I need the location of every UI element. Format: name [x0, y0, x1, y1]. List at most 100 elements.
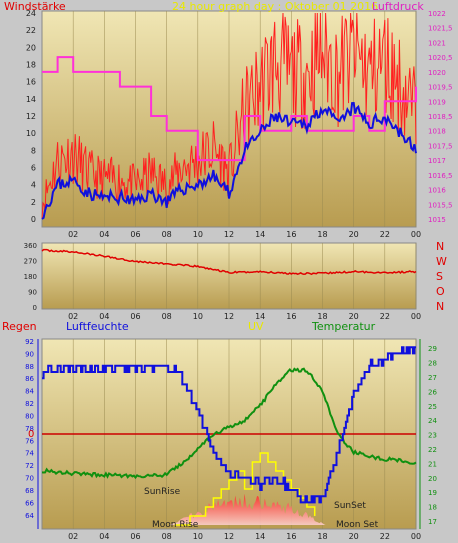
x-tick-label: 16 — [286, 312, 296, 321]
direction-y-tick-label: 90 — [28, 289, 37, 297]
compass-label: W — [436, 255, 447, 268]
pressure-y-tick-label: 1015,5 — [428, 201, 453, 209]
pressure-y-tick-label: 1017,5 — [428, 142, 453, 150]
temperature-y-tick-label: 25 — [428, 403, 437, 411]
x-tick-label: 10 — [193, 312, 203, 321]
humidity-y-tick-label: 82 — [25, 400, 34, 408]
direction-y-tick-label: 0 — [33, 304, 37, 312]
uv-axis-label: UV — [248, 320, 264, 333]
x-tick-label: 20 — [349, 532, 359, 541]
humidity-y-tick-label: 76 — [25, 437, 34, 445]
pressure-y-tick-label: 1020 — [428, 69, 446, 77]
compass-label: S — [436, 270, 443, 283]
humidity-y-tick-label: 86 — [25, 375, 34, 383]
x-tick-label: 18 — [317, 532, 327, 541]
x-tick-label: 08 — [162, 312, 172, 321]
temperature-y-tick-label: 20 — [428, 475, 437, 483]
wind-y-tick-label: 24 — [26, 9, 36, 18]
humidity-y-tick-label: 84 — [25, 388, 34, 396]
x-tick-label: 02 — [68, 532, 78, 541]
rain-value-label: 0 — [28, 429, 34, 440]
wind-axis-label: Windstärke — [4, 0, 66, 13]
temperature-y-tick-label: 18 — [428, 504, 437, 512]
x-tick-label: 04 — [99, 230, 109, 239]
x-tick-label: 02 — [68, 230, 78, 239]
x-tick-label: 10 — [193, 230, 203, 239]
pressure-y-tick-label: 1021,5 — [428, 25, 453, 33]
temperature-line — [41, 367, 417, 480]
compass-label: N — [436, 300, 444, 313]
humidity-y-tick-label: 64 — [25, 512, 34, 520]
humidity-y-tick-label: 70 — [25, 475, 34, 483]
x-tick-label: 04 — [99, 312, 109, 321]
temperature-y-tick-label: 27 — [428, 374, 437, 382]
temperature-y-tick-label: 24 — [428, 417, 437, 425]
humidity-y-tick-label: 72 — [25, 462, 34, 470]
wind-y-tick-label: 4 — [31, 181, 36, 190]
x-tick-label: 06 — [130, 532, 140, 541]
chart-title: 24 hour graph day : Oktober 01 2016 — [172, 0, 378, 13]
humidity-y-tick-label: 88 — [25, 363, 34, 371]
humidity-axis-label: Luftfeuchte — [66, 320, 129, 333]
wind-y-tick-label: 0 — [31, 215, 36, 224]
pressure-y-tick-label: 1015 — [428, 216, 446, 224]
temperature-y-tick-label: 17 — [428, 518, 437, 526]
wind-average-line — [41, 101, 417, 220]
rain-axis-label: Regen — [2, 320, 37, 333]
wind-y-tick-label: 10 — [26, 129, 36, 138]
pressure-y-tick-label: 1019 — [428, 98, 446, 106]
temperature-y-tick-label: 28 — [428, 360, 437, 368]
wind-direction-line — [41, 248, 417, 276]
temperature-y-tick-label: 19 — [428, 489, 437, 497]
wind-y-tick-label: 2 — [31, 198, 36, 207]
x-tick-label: 08 — [162, 532, 172, 541]
x-tick-label: 16 — [286, 532, 296, 541]
temperature-y-tick-label: 23 — [428, 432, 437, 440]
humidity-line — [42, 346, 416, 504]
humidity-y-tick-label: 92 — [25, 338, 34, 346]
x-tick-label: 22 — [380, 230, 390, 239]
humidity-y-tick-label: 74 — [25, 450, 34, 458]
temperature-axis-label: Temperatur — [311, 320, 376, 333]
wind-y-tick-label: 16 — [26, 78, 36, 87]
direction-y-tick-label: 180 — [24, 273, 37, 281]
pressure-y-tick-label: 1016 — [428, 187, 446, 195]
humidity-y-tick-label: 66 — [25, 499, 34, 507]
x-tick-label: 20 — [349, 230, 359, 239]
x-tick-label: 18 — [317, 230, 327, 239]
humidity-y-tick-label: 90 — [25, 350, 34, 358]
pressure-y-tick-label: 1016,5 — [428, 172, 453, 180]
x-tick-label: 06 — [130, 230, 140, 239]
x-tick-label: 12 — [224, 312, 234, 321]
temperature-y-tick-label: 21 — [428, 460, 437, 468]
direction-y-tick-label: 360 — [24, 242, 37, 250]
temperature-y-tick-label: 22 — [428, 446, 437, 454]
x-tick-label: 18 — [317, 312, 327, 321]
pressure-y-tick-label: 1017 — [428, 157, 446, 165]
x-tick-label: 14 — [255, 312, 265, 321]
x-tick-label: 02 — [68, 312, 78, 321]
x-tick-label: 14 — [255, 532, 265, 541]
x-tick-label: 22 — [380, 532, 390, 541]
humidity-y-tick-label: 78 — [25, 425, 34, 433]
moonrise-label: Moon Rise — [152, 520, 199, 530]
wind-y-tick-label: 22 — [26, 26, 36, 35]
pressure-y-tick-label: 1020,5 — [428, 54, 453, 62]
x-tick-label: 08 — [162, 230, 172, 239]
temperature-y-tick-label: 26 — [428, 388, 437, 396]
pressure-y-tick-label: 1021 — [428, 39, 446, 47]
pressure-axis-label: Luftdruck — [372, 0, 424, 13]
x-tick-label: 12 — [224, 532, 234, 541]
humidity-y-tick-label: 80 — [25, 412, 34, 420]
sunrise-label: SunRise — [144, 487, 181, 497]
x-tick-label: 16 — [286, 230, 296, 239]
x-tick-label: 14 — [255, 230, 265, 239]
pressure-y-tick-label: 1018,5 — [428, 113, 453, 121]
wind-y-tick-label: 8 — [31, 146, 36, 155]
pressure-y-tick-label: 1018 — [428, 128, 446, 136]
wind-y-tick-label: 6 — [31, 164, 36, 173]
x-tick-label: 20 — [349, 312, 359, 321]
compass-label: O — [436, 285, 445, 298]
pressure-y-tick-label: 1022 — [428, 10, 446, 18]
